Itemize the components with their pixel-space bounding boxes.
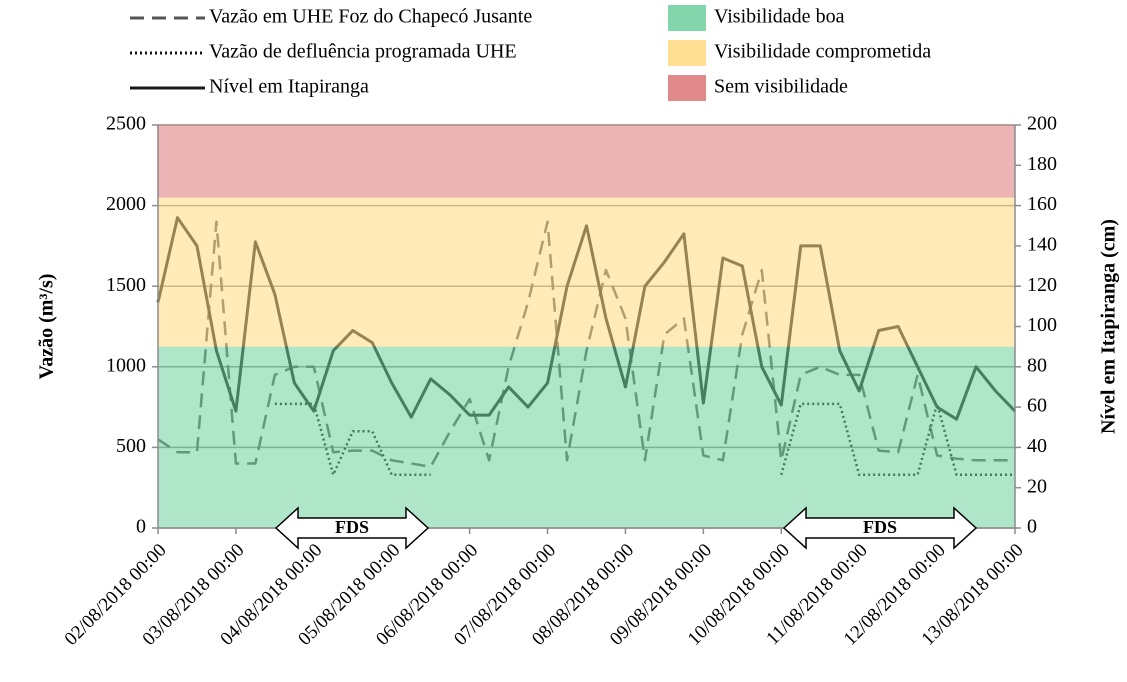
legend-swatch (668, 75, 706, 101)
y-tick-label: 1000 (106, 354, 146, 376)
legend-label: Sem visibilidade (714, 76, 848, 98)
legend-label: Vazão de defluência programada UHE (209, 41, 517, 63)
y2-tick-label: 80 (1027, 354, 1047, 376)
annotation: FDS (863, 517, 897, 537)
y2-tick-label: 0 (1027, 516, 1037, 538)
legend-swatch (668, 40, 706, 66)
fds-arrow (274, 506, 430, 550)
y2-tick-label: 200 (1027, 113, 1057, 135)
y2-tick-label: 120 (1027, 274, 1057, 296)
visibility-band (158, 346, 1015, 528)
y2-tick-label: 20 (1027, 475, 1047, 497)
weekend-arrows (274, 506, 978, 550)
legend-label: Visibilidade boa (714, 6, 845, 28)
y-tick-label: 0 (136, 516, 146, 538)
legend-swatch (668, 5, 706, 31)
y2-tick-label: 100 (1027, 314, 1057, 336)
y2-tick-label: 180 (1027, 153, 1057, 175)
annotation: FDS (335, 517, 369, 537)
legend-label: Vazão em UHE Foz do Chapecó Jusante (209, 6, 532, 28)
y-tick-label: 2500 (106, 113, 146, 135)
y2-tick-label: 60 (1027, 395, 1047, 417)
y-tick-label: 1500 (106, 274, 146, 296)
y-tick-label: 2000 (106, 193, 146, 215)
visibility-band (158, 197, 1015, 347)
y-axis-title: Vazão (m³/s) (36, 274, 58, 380)
fds-arrow (782, 506, 978, 550)
y2-tick-label: 160 (1027, 193, 1057, 215)
y2-tick-label: 40 (1027, 435, 1047, 457)
y2-tick-label: 140 (1027, 233, 1057, 255)
y-tick-label: 500 (116, 435, 146, 457)
y2-axis-title: Nível em Itapiranga (cm) (1098, 219, 1120, 434)
visibility-band (158, 125, 1015, 198)
legend-label: Visibilidade comprometida (714, 41, 931, 63)
legend-label: Nível em Itapiranga (209, 76, 369, 98)
